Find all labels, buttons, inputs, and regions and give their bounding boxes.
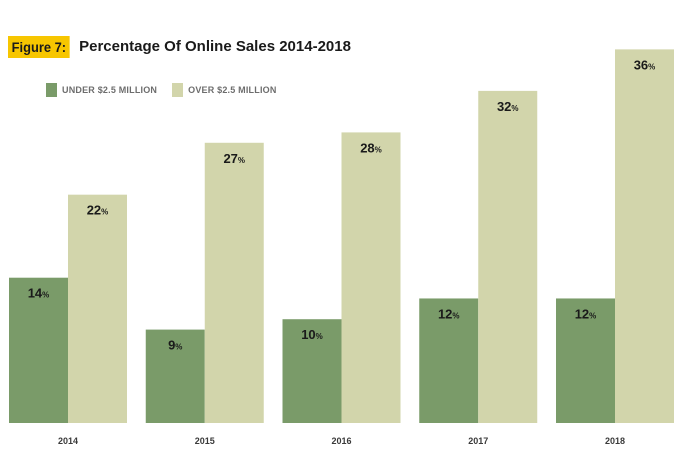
x-tick-label-2015: 2015	[195, 436, 215, 446]
data-label-over-2017: 32%	[497, 99, 519, 114]
figure-tag: Figure 7:	[8, 36, 70, 58]
legend-label-over: OVER $2.5 MILLION	[188, 85, 277, 95]
legend-item-over: OVER $2.5 MILLION	[172, 83, 276, 97]
bar-over-2014	[68, 194, 127, 423]
bar-under-2015	[145, 329, 205, 423]
chart-header: Figure 7: Percentage Of Online Sales 201…	[8, 36, 351, 58]
bar-over-2017	[478, 90, 538, 423]
bar-under-2017	[419, 298, 479, 423]
bar-under-2018	[556, 298, 615, 423]
bar-over-2016	[341, 132, 401, 424]
x-tick-label-2016: 2016	[331, 436, 351, 446]
legend-label-under: UNDER $2.5 MILLION	[62, 85, 158, 95]
legend-swatch-under	[46, 83, 57, 97]
data-label-under-2017: 12%	[438, 306, 460, 321]
data-label-under-2018: 12%	[575, 306, 597, 321]
data-label-over-2015: 27%	[223, 151, 245, 166]
data-label-over-2014: 22%	[87, 203, 109, 218]
bar-under-2016	[282, 319, 342, 423]
chart-legend: UNDER $2.5 MILLION OVER $2.5 MILLION	[46, 83, 292, 97]
x-tick-label-2014: 2014	[58, 436, 78, 446]
data-label-under-2014: 14%	[28, 286, 50, 301]
data-label-under-2016: 10%	[301, 327, 323, 342]
bar-under-2014	[9, 277, 68, 423]
x-tick-label-2018: 2018	[605, 436, 625, 446]
legend-item-under: UNDER $2.5 MILLION	[46, 83, 157, 97]
legend-swatch-over	[172, 83, 184, 97]
bar-over-2015	[204, 142, 264, 423]
data-label-over-2016: 28%	[360, 140, 382, 155]
x-tick-label-2017: 2017	[468, 436, 488, 446]
data-label-under-2015: 9%	[168, 338, 182, 353]
data-label-over-2018: 36%	[634, 57, 656, 72]
bar-over-2018	[615, 49, 674, 423]
chart-title: Percentage Of Online Sales 2014-2018	[79, 38, 351, 55]
